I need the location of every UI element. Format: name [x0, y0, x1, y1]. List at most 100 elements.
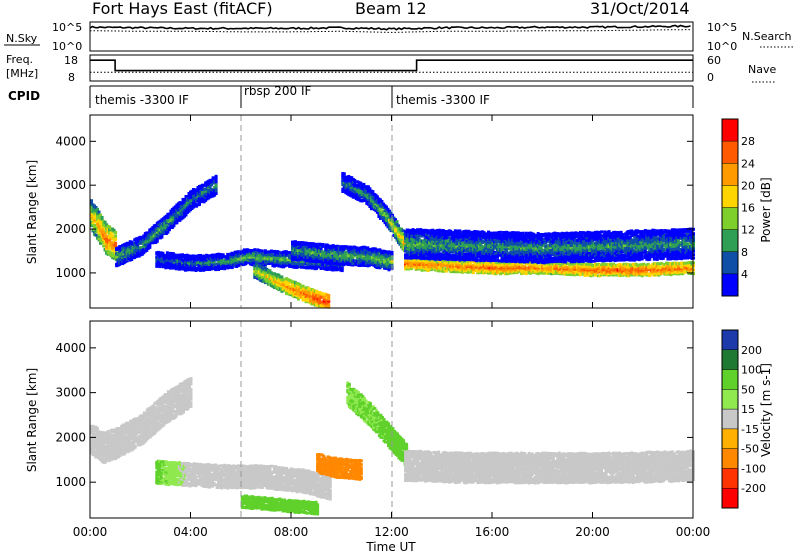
- power-cell: [571, 262, 575, 266]
- power-cell: [99, 225, 102, 229]
- power-cell: [380, 200, 384, 203]
- power-cell: [212, 262, 216, 266]
- power-cell: [319, 265, 323, 269]
- power-cell: [367, 261, 371, 265]
- power-cell: [319, 245, 323, 248]
- power-cell: [461, 270, 465, 274]
- power-cell: [170, 226, 174, 229]
- power-cell: [390, 250, 394, 254]
- power-cell: [158, 228, 162, 231]
- power-cell: [286, 261, 290, 265]
- power-cell: [230, 266, 234, 270]
- power-cell: [521, 270, 525, 274]
- power-cell: [468, 261, 472, 265]
- power-cell: [389, 211, 393, 215]
- power-cell: [619, 265, 623, 269]
- power-cell: [300, 286, 303, 289]
- freq-panel: Freq. [MHz] 18 8 60 0 Nave: [6, 53, 776, 84]
- noise-sky-line: [89, 24, 691, 31]
- power-cell: [359, 181, 363, 185]
- power-cell: [160, 233, 164, 237]
- power-cell: [354, 261, 358, 265]
- power-cell: [575, 263, 579, 267]
- power-cell: [321, 263, 325, 267]
- power-cell: [571, 264, 575, 268]
- power-cell: [164, 266, 168, 270]
- power-cell: [260, 260, 264, 264]
- power-cell: [114, 244, 118, 248]
- power-cell: [148, 242, 152, 246]
- power-cell: [200, 267, 204, 271]
- power-cell: [179, 267, 183, 271]
- power-cell: [94, 225, 98, 229]
- power-cell: [331, 268, 335, 272]
- power-cell: [158, 265, 162, 269]
- power-cell: [645, 270, 649, 274]
- power-cell: [346, 261, 350, 264]
- power-cell: [214, 180, 218, 184]
- power-cell: [321, 243, 325, 246]
- power-cell: [181, 197, 185, 201]
- power-cell: [441, 269, 445, 273]
- power-cell: [280, 257, 284, 261]
- power-cell: [280, 265, 284, 269]
- power-cell: [214, 183, 218, 187]
- power-cell: [257, 252, 261, 256]
- power-cell: [179, 217, 183, 221]
- power-cell: [300, 246, 303, 250]
- power-cell: [362, 182, 366, 186]
- power-cell: [612, 262, 616, 266]
- noise-left-tick-bottom: 10^0: [52, 40, 82, 53]
- power-cell: [161, 231, 165, 235]
- power-cell: [93, 218, 96, 222]
- power-cell: [200, 263, 204, 267]
- power-cell: [260, 254, 264, 258]
- power-cell: [367, 263, 371, 267]
- power-cell: [336, 257, 340, 261]
- power-cell: [155, 264, 159, 268]
- power-cell: [199, 199, 203, 203]
- power-cell: [300, 251, 303, 255]
- power-cell: [99, 229, 102, 233]
- power-cell: [300, 262, 303, 266]
- power-cell: [280, 251, 284, 255]
- nave-label: Nave: [748, 63, 776, 76]
- power-cell: [557, 262, 561, 265]
- power-cell: [488, 264, 492, 268]
- power-cell: [382, 202, 385, 206]
- power-cell: [253, 276, 257, 279]
- power-cell: [351, 263, 355, 267]
- power-cell: [562, 264, 566, 268]
- power-cell: [254, 250, 258, 254]
- power-cell: [315, 242, 319, 246]
- power-cell: [568, 270, 572, 274]
- power-cell: [239, 252, 243, 255]
- power-cell: [179, 202, 183, 205]
- power-cell: [360, 253, 364, 257]
- power-cell: [574, 262, 578, 265]
- power-cells: [90, 172, 695, 309]
- power-cell: [379, 258, 383, 262]
- power-cell: [400, 232, 403, 236]
- power-cell: [559, 263, 563, 267]
- power-cell: [378, 198, 382, 202]
- power-cell: [380, 202, 384, 205]
- power-cell: [379, 259, 383, 263]
- power-cell: [208, 185, 212, 189]
- power-cell: [321, 303, 325, 307]
- power-cell: [174, 267, 178, 271]
- power-cell: [210, 183, 214, 187]
- power-cell: [392, 216, 396, 220]
- power-cell: [319, 259, 323, 263]
- power-cell: [342, 253, 346, 257]
- power-cell: [345, 186, 349, 190]
- power-cell: [99, 213, 102, 217]
- power-cell: [500, 262, 504, 266]
- power-cell: [211, 176, 215, 180]
- power-cell: [648, 274, 652, 278]
- power-cell: [139, 235, 143, 239]
- power-cell: [179, 210, 183, 214]
- power-cell: [294, 264, 297, 267]
- power-cell: [268, 261, 272, 265]
